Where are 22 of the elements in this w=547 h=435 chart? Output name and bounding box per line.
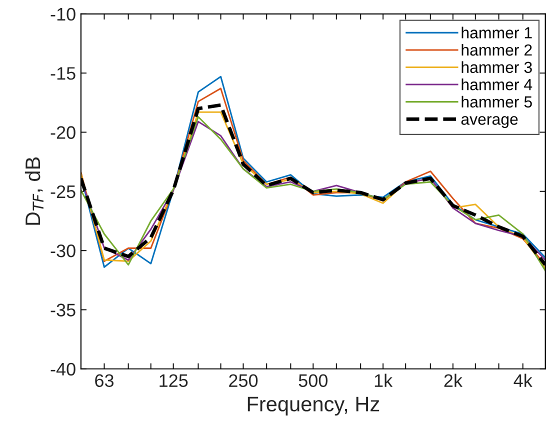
x-tick-label: 1k [374,374,393,387]
y-tick-label: -30 [50,244,76,258]
y-tick-label: -40 [50,362,76,376]
y-tick-label: -10 [50,8,76,21]
legend-label: hammer 4 [462,78,532,90]
y-tick-label: -20 [50,126,76,139]
y-tick-label: -35 [50,304,76,316]
legend-label: hammer 1 [462,26,532,38]
x-tick-label: 250 [229,374,258,388]
legend-label: hammer 3 [462,61,532,73]
x-axis-title: Frequency, Hz [248,396,380,416]
y-axis-title: D$_{TF}$, dB [24,157,44,225]
y-tick-label: -15 [50,67,76,80]
x-tick-label: 125 [160,374,188,388]
x-tick-label: 500 [298,374,328,388]
legend-label: average [461,116,518,128]
legend-label: hammer 2 [462,44,532,56]
legend-label: hammer 5 [462,96,532,108]
x-tick-label: 63 [95,374,114,388]
x-tick-label: 4k [514,374,532,387]
y-tick-label: -25 [50,185,76,198]
x-tick-label: 2k [444,374,463,387]
